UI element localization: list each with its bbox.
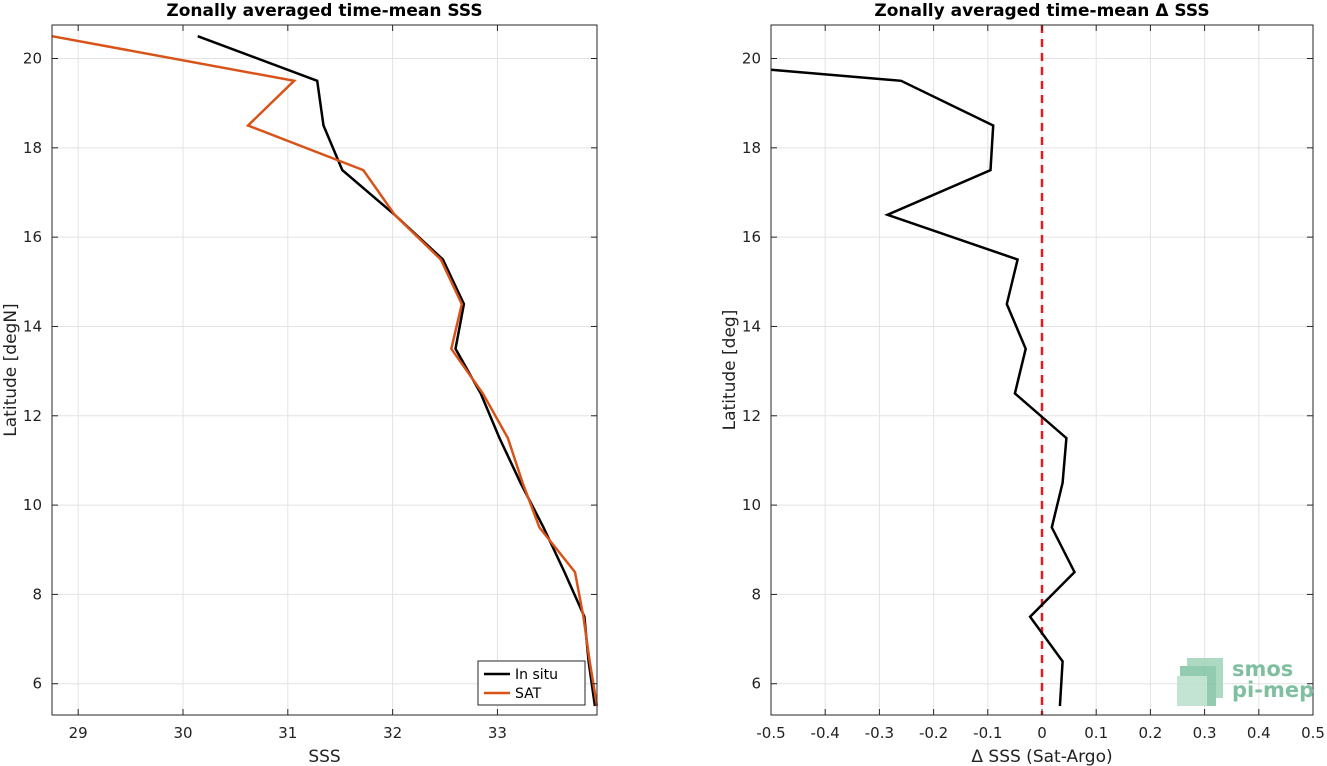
sss-x-axis-label: SSS	[308, 747, 340, 766]
legend-box	[477, 660, 586, 706]
right-x-tick-label: 0.1	[1084, 724, 1108, 742]
right-y-tick-label: 6	[751, 675, 761, 693]
delta-sss-x-axis-label: Δ SSS (Sat-Argo)	[971, 747, 1112, 766]
legend-label-in-situ: In situ	[515, 667, 558, 683]
right-series-line-0	[770, 68, 1077, 707]
right-y-tick-label: 10	[742, 496, 761, 514]
right-x-tick-label: 0.4	[1247, 724, 1271, 742]
right-y-tick-label: 14	[742, 317, 761, 335]
right-x-tick-label: 0	[1037, 724, 1047, 742]
legend-label-sat: SAT	[515, 686, 542, 702]
left-y-tick-label: 14	[23, 317, 42, 335]
left-y-tick-label: 6	[32, 675, 42, 693]
left-y-tick-label: 8	[32, 585, 42, 603]
delta-sss-panel: -0.5 -0.4 -0.3 -0.2 -0.1 0 0.1 0.2 0.3 0.4 0.5 6 8 10…	[720, 1, 1325, 766]
right-y-tick-label: 12	[742, 407, 761, 425]
delta-sss-chart-title: Zonally averaged time-mean Δ SSS	[874, 1, 1209, 21]
delta-sss-y-axis-label: Latitude [deg]	[720, 310, 740, 431]
left-series-line-1	[51, 34, 599, 707]
right-x-tick-label: -0.1	[973, 724, 1002, 742]
left-y-tick-label: 10	[23, 496, 42, 514]
right-x-tick-label: 0.3	[1193, 724, 1217, 742]
left-y-tick-label: 12	[23, 407, 42, 425]
sss-y-axis-label: Latitude [degN]	[1, 303, 21, 436]
left-y-tick-label: 20	[23, 49, 42, 67]
right-x-tick-label: -0.3	[865, 724, 894, 742]
right-y-tick-label: 16	[742, 228, 761, 246]
logo-emblem	[1177, 658, 1223, 706]
sss-ticks: 29 30 31 32 33 6 8 10 12 14 16 18 20	[23, 25, 597, 742]
right-x-tick-label: 0.2	[1138, 724, 1162, 742]
left-x-tick-label: 33	[488, 724, 507, 742]
right-x-tick-label: -0.2	[919, 724, 948, 742]
left-x-tick-label: 30	[173, 724, 192, 742]
left-y-tick-label: 18	[23, 139, 42, 157]
sss-legend: In situ SAT	[477, 660, 586, 706]
right-x-tick-label: -0.4	[811, 724, 840, 742]
right-y-tick-label: 8	[751, 585, 761, 603]
delta-sss-series	[770, 68, 1077, 707]
left-x-tick-label: 31	[278, 724, 297, 742]
sss-series	[51, 34, 599, 707]
left-y-tick-label: 16	[23, 228, 42, 246]
delta-sss-ticks: -0.5 -0.4 -0.3 -0.2 -0.1 0 0.1 0.2 0.3 0.4 0.5 6 8 10…	[742, 25, 1325, 742]
smos-pi-mep-logo: smos pi-mep	[1177, 657, 1314, 706]
sss-axes-frame	[51, 24, 598, 716]
sss-panel: 29 30 31 32 33 6 8 10 12 14 16 18 20 Zonally average…	[1, 1, 599, 766]
right-x-tick-label: 0.5	[1301, 724, 1325, 742]
right-x-tick-label: -0.5	[756, 724, 785, 742]
left-x-tick-label: 32	[383, 724, 402, 742]
logo-text-line1: smos	[1232, 657, 1293, 681]
left-x-tick-label: 29	[69, 724, 88, 742]
sss-chart-title: Zonally averaged time-mean SSS	[166, 1, 482, 21]
right-y-tick-label: 20	[742, 49, 761, 67]
right-y-tick-label: 18	[742, 139, 761, 157]
logo-text-line2: pi-mep	[1232, 678, 1314, 702]
